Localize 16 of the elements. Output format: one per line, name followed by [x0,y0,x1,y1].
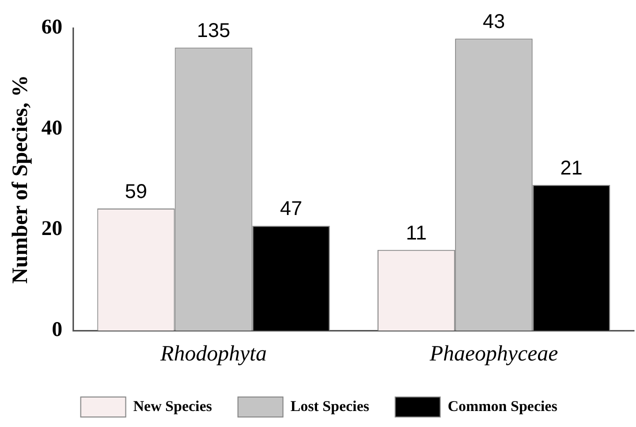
annotation: 59 [124,181,148,204]
annotation: 43 [482,11,505,34]
y-tick-label: 0 [52,317,62,342]
annotation: 135 [196,20,230,42]
annotation: 11 [406,222,427,244]
legend-label: Common Species [448,398,558,415]
y-tick-label: 20 [41,216,62,240]
y-tick-label: 60 [41,14,62,38]
x-tick-label: Rhodophyta [159,340,267,366]
annotation: 21 [560,157,583,180]
x-tick-label: Phaeophyceae [428,340,558,366]
legend-label: New Species [133,398,212,415]
annotation: 47 [280,198,302,220]
y-axis-title: Number of Species, % [6,75,32,284]
legend-label: Lost Species [290,398,370,415]
y-tick-label: 40 [41,115,62,140]
